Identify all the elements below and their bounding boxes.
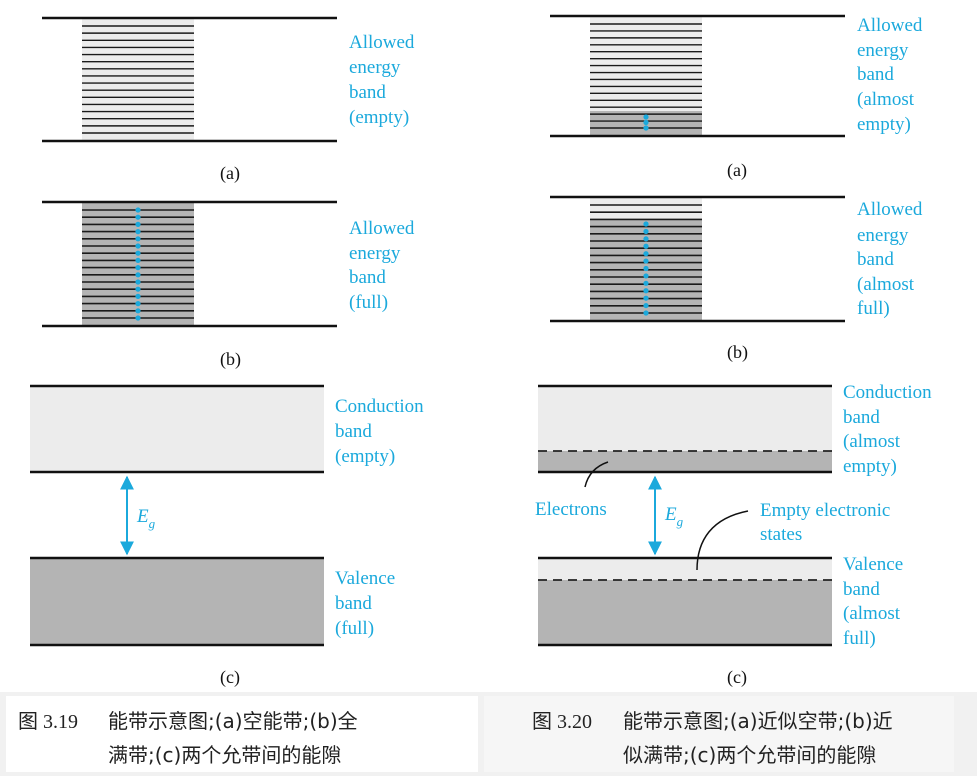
empty-states-label: Empty electronic states [760, 500, 895, 545]
valence-band-label: Valence band (full) [335, 568, 400, 639]
empty-region [590, 197, 702, 219]
valence-band-label: Valence band (almost full) [843, 554, 908, 649]
band-label: Allowed energy band (full) [349, 218, 419, 313]
left-panel-a: Allowed energy band (empty) (a) [42, 16, 419, 184]
electron-dot [643, 273, 649, 279]
empty-states-pointer [696, 510, 749, 571]
caption-line-2: 满带;(c)两个允带间的能隙 [108, 743, 341, 767]
electron-dot [643, 280, 649, 286]
panel-caption: (a) [220, 163, 240, 184]
electron-dot [135, 257, 141, 263]
caption-panel-right [484, 696, 954, 772]
caption-line-2: 似满带;(c)两个允带间的能隙 [623, 743, 876, 767]
figure-number: 图 3.19 [18, 711, 78, 733]
electron-dots [135, 207, 141, 321]
electron-dot [135, 250, 141, 256]
valence-empty-region [538, 558, 832, 580]
electron-dot [643, 295, 649, 301]
panel-caption: (a) [727, 160, 747, 181]
conduction-band-rect [30, 386, 324, 472]
figure-caption-left: 图 3.19 能带示意图;(a)空能带;(b)全 满带;(c)两个允带间的能隙 [18, 709, 358, 767]
band-label: Allowed energy band (empty) [349, 32, 419, 128]
caption-line-1: 能带示意图;(a)空能带;(b)全 [108, 709, 358, 733]
electron-dot [643, 221, 649, 227]
electron-dot [643, 258, 649, 264]
allowed-band-rect [82, 202, 194, 326]
band-label: Allowed energy band (almost empty) [857, 15, 927, 135]
panel-caption: (c) [727, 667, 747, 688]
conduction-electron-region [538, 451, 832, 472]
electron-dot [643, 236, 649, 242]
band-gap-symbol: Eg [664, 504, 684, 529]
caption-line-1: 能带示意图;(a)近似空带;(b)近 [623, 709, 893, 733]
right-panel-b: Allowed energy band (almost full) (b) [550, 195, 927, 363]
conduction-band-label: Conduction band (empty) [335, 396, 428, 467]
electron-dot [643, 243, 649, 249]
electron-dot [643, 114, 649, 120]
left-panel-b: Allowed energy band (full) (b) [42, 200, 419, 370]
electron-dot [135, 265, 141, 271]
figure-caption-right: 图 3.20 能带示意图;(a)近似空带;(b)近 似满带;(c)两个允带间的能… [532, 709, 893, 767]
figure-number: 图 3.20 [532, 711, 592, 733]
electron-dot [643, 265, 649, 272]
energy-level-lines [82, 25, 194, 134]
electron-dot [643, 228, 649, 235]
panel-caption: (c) [220, 667, 240, 688]
electron-dot [135, 286, 141, 292]
electron-dot [135, 293, 141, 299]
panel-caption: (b) [220, 349, 241, 370]
electron-dot [135, 315, 141, 321]
allowed-band-rect [82, 18, 194, 140]
panel-caption: (b) [727, 342, 748, 363]
electron-dot [135, 214, 141, 220]
electron-dot [135, 279, 141, 285]
band-gap-symbol: Eg [136, 506, 156, 531]
electron-dot [135, 221, 141, 227]
electron-dot [135, 236, 141, 242]
electrons-pointer [584, 461, 609, 488]
electron-dot [643, 251, 649, 257]
electron-dot [135, 243, 141, 249]
caption-panel-left [6, 696, 478, 772]
electron-dot [135, 207, 141, 213]
electron-dots [643, 114, 649, 131]
valence-band-rect [30, 558, 324, 645]
conduction-band-label: Conduction band (almost empty) [843, 382, 936, 477]
electron-dot [643, 310, 649, 316]
electron-dot [135, 272, 141, 278]
right-panel-c: Eg Electrons Empty electronic states Con… [535, 382, 936, 688]
electron-dot [643, 288, 649, 294]
electron-dot [643, 302, 649, 309]
electrons-label: Electrons [535, 499, 607, 520]
electron-dot [135, 301, 141, 307]
electron-dot [135, 229, 141, 235]
electron-dot [135, 308, 141, 314]
left-panel-c: Eg Conduction band (empty) Valence band … [30, 384, 428, 688]
electron-dots [643, 221, 649, 316]
right-panel-a: Allowed energy band (almost empty) (a) [550, 14, 927, 181]
band-label: Allowed energy band (almost full) [857, 199, 927, 319]
electron-dot [643, 125, 649, 131]
electron-dot [643, 119, 649, 126]
